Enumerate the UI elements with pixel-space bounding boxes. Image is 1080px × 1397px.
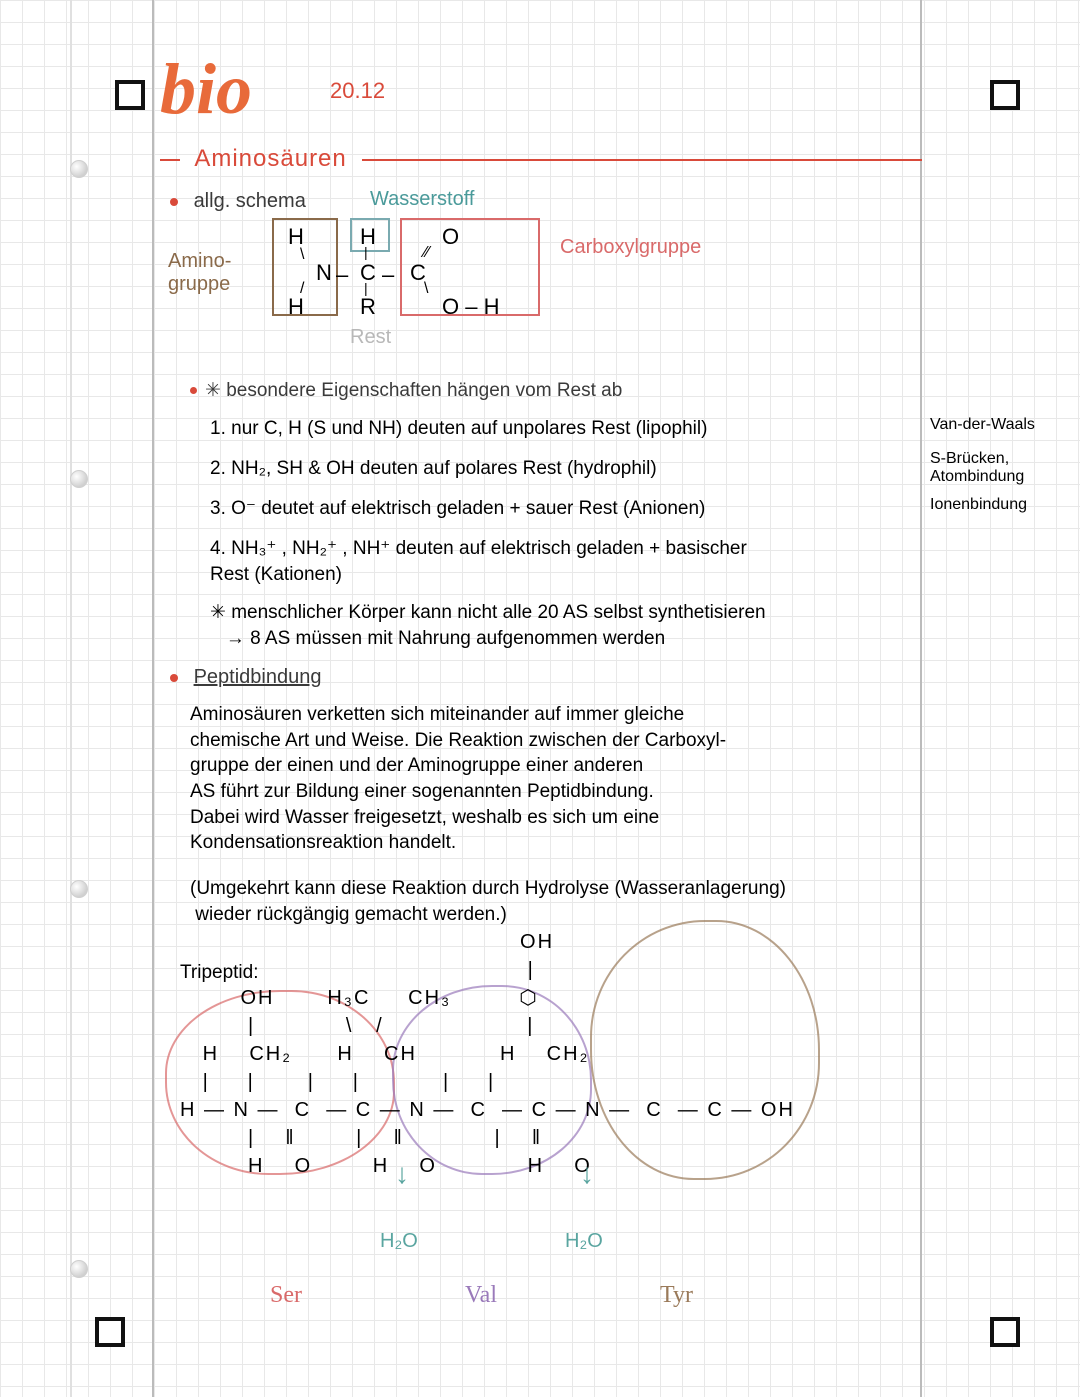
margin-note-1: Van-der-Waals xyxy=(930,416,1050,434)
arrow-icon: ↓ xyxy=(395,1158,409,1190)
page-title: bio xyxy=(160,48,252,131)
label-ser: Ser xyxy=(270,1282,302,1309)
text: ✳ besondere Eigenschaften hängen vom Res… xyxy=(205,380,622,401)
text: NH₃⁺ , NH₂⁺ , NH⁺ deuten auf elektrisch … xyxy=(210,538,747,585)
bond: \ xyxy=(424,280,428,298)
properties-footnote: ✳ menschlicher Körper kann nicht alle 20… xyxy=(210,600,766,651)
atom-C: C xyxy=(360,260,376,286)
label-tyr: Tyr xyxy=(660,1282,693,1309)
label-val: Val xyxy=(465,1282,497,1309)
prop-2: 2. NH₂, SH & OH deuten auf polares Rest … xyxy=(210,456,657,482)
corner-marker xyxy=(990,80,1020,110)
margin-line xyxy=(920,0,922,1397)
text: NH₂, SH & OH deuten auf polares Rest (hy… xyxy=(231,458,657,479)
graph-paper-bg xyxy=(0,0,1080,1397)
text: nur C, H (S und NH) deuten auf unpolares… xyxy=(231,418,707,439)
margin-line xyxy=(152,0,154,1397)
punch-hole xyxy=(70,160,88,178)
bond: | xyxy=(364,244,368,260)
margin-note-3: Ionenbindung xyxy=(930,496,1050,514)
atom-N: N xyxy=(316,260,332,286)
tripeptide-structure: OH | OH H₃C CH₃ ⬡ | \ / | H CH₂ H CH H C… xyxy=(180,928,795,1180)
page-date: 20.12 xyxy=(330,78,385,104)
label-amino: Amino- gruppe xyxy=(168,250,231,296)
bond: | xyxy=(364,280,368,296)
atom-OH: O – H xyxy=(442,294,499,320)
margin-note-2: S-Brücken, Atombindung xyxy=(930,450,1050,486)
h2o-label: H₂O xyxy=(380,1230,418,1253)
label-carboxyl: Carboxylgruppe xyxy=(560,236,701,259)
text: O⁻ deutet auf elektrisch geladen + sauer… xyxy=(231,498,705,519)
peptid-text: Aminosäuren verketten sich miteinander a… xyxy=(190,702,726,856)
num: 3. xyxy=(210,498,226,519)
punch-hole xyxy=(70,470,88,488)
atom-O: O xyxy=(442,224,459,250)
heading-text: Peptidbindung xyxy=(194,666,322,688)
bond: / xyxy=(300,280,304,298)
section-heading-aminosauren: Aminosäuren xyxy=(160,145,922,173)
prop-3: 3. O⁻ deutet auf elektrisch geladen + sa… xyxy=(210,496,705,522)
num: 1. xyxy=(210,418,226,439)
corner-marker xyxy=(990,1317,1020,1347)
margin-line xyxy=(70,0,72,1397)
bond: \ xyxy=(300,246,304,264)
arrow-icon: ↓ xyxy=(580,1158,594,1190)
atom-H: H xyxy=(360,224,376,250)
properties-intro: ✳ besondere Eigenschaften hängen vom Res… xyxy=(190,378,622,404)
prop-1: 1. nur C, H (S und NH) deuten auf unpola… xyxy=(210,416,707,442)
bullet-text: allg. schema xyxy=(194,190,306,212)
bond: – xyxy=(382,262,394,288)
label-wasserstoff: Wasserstoff xyxy=(370,188,474,211)
section-heading-peptid: Peptidbindung xyxy=(170,666,321,689)
bond: ⁄⁄ xyxy=(424,244,429,262)
punch-hole xyxy=(70,880,88,898)
h2o-label: H₂O xyxy=(565,1230,603,1253)
label-rest: Rest xyxy=(350,326,391,349)
atom-R: R xyxy=(360,294,376,320)
bullet-schema: allg. schema xyxy=(170,190,306,213)
bond: – xyxy=(336,262,348,288)
num: 4. xyxy=(210,538,226,559)
corner-marker xyxy=(95,1317,125,1347)
corner-marker xyxy=(115,80,145,110)
num: 2. xyxy=(210,458,226,479)
section-heading-text: Aminosäuren xyxy=(194,145,346,172)
punch-hole xyxy=(70,1260,88,1278)
prop-4: 4. NH₃⁺ , NH₂⁺ , NH⁺ deuten auf elektris… xyxy=(210,536,747,587)
